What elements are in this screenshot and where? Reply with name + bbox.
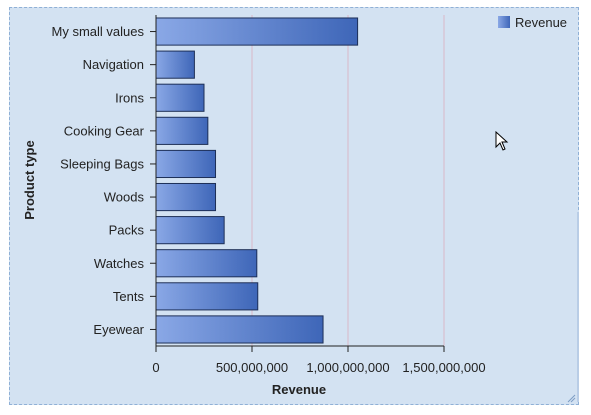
bar-packs[interactable] [155, 216, 225, 245]
mouse-pointer-icon [495, 131, 509, 151]
bar-sleeping-bags[interactable] [155, 149, 217, 179]
x-tick-label: 1,500,000,000 [402, 360, 485, 375]
category-label: Sleeping Bags [60, 156, 144, 171]
bar-irons[interactable] [155, 83, 205, 112]
category-label: Watches [94, 256, 145, 271]
bar-woods[interactable] [155, 182, 217, 212]
category-label: Cooking Gear [64, 123, 145, 138]
selection-edge [577, 212, 579, 402]
category-label: Irons [115, 90, 144, 105]
legend: Revenue [498, 15, 567, 30]
x-tick-label: 500,000,000 [216, 360, 288, 375]
legend-swatch [498, 16, 510, 28]
category-label: Woods [104, 190, 145, 205]
bar-watches[interactable] [155, 249, 258, 278]
legend-label-revenue: Revenue [515, 15, 567, 30]
bar-tents[interactable] [155, 282, 259, 311]
gridlines [251, 15, 445, 346]
bar-my-small-values[interactable] [155, 17, 359, 46]
category-label: Tents [113, 289, 145, 304]
axes-group [150, 15, 445, 352]
x-tick-label: 0 [152, 360, 159, 375]
x-axis-title: Revenue [272, 382, 326, 397]
bar-navigation[interactable] [155, 50, 195, 79]
y-axis-title: Product type [22, 140, 37, 219]
category-label: Navigation [83, 57, 144, 72]
category-label: Packs [109, 223, 145, 238]
category-label: My small values [52, 24, 145, 39]
resize-grip-icon[interactable] [566, 393, 576, 403]
bars-group [155, 17, 359, 344]
category-label: Eyewear [93, 322, 144, 337]
bar-eyewear[interactable] [155, 315, 324, 344]
x-tick-labels: 0 500,000,000 1,000,000,000 1,500,000,000 [152, 360, 485, 375]
x-tick-label: 1,000,000,000 [306, 360, 389, 375]
bar-cooking-gear[interactable] [155, 116, 209, 145]
category-labels: My small values Navigation Irons Cooking Ge… [52, 24, 145, 337]
